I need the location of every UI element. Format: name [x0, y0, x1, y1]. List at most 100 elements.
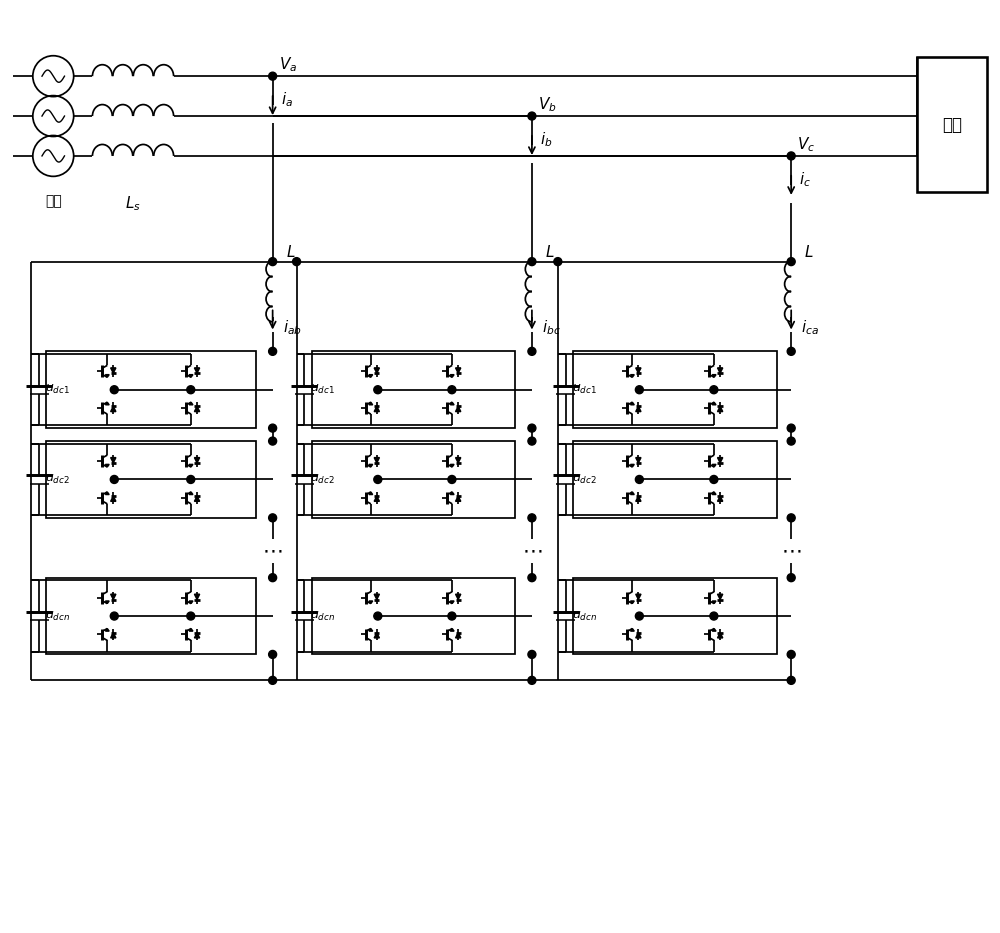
Text: $V_b$: $V_b$: [538, 95, 557, 114]
Bar: [573, 578, 777, 654]
Circle shape: [269, 347, 277, 355]
Polygon shape: [717, 457, 723, 463]
Text: $L_s$: $L_s$: [125, 194, 141, 213]
Polygon shape: [636, 496, 641, 501]
Circle shape: [528, 258, 536, 266]
Circle shape: [528, 425, 536, 432]
Text: $u_{dcn}$: $u_{dcn}$: [310, 609, 336, 622]
Text: $u_{dc1}$: $u_{dc1}$: [572, 383, 597, 397]
Circle shape: [528, 676, 536, 684]
Text: $i_{ca}$: $i_{ca}$: [801, 318, 819, 337]
Polygon shape: [189, 465, 193, 467]
Polygon shape: [712, 492, 716, 494]
Polygon shape: [374, 457, 379, 463]
Polygon shape: [369, 375, 373, 377]
Circle shape: [448, 385, 456, 394]
Circle shape: [554, 258, 562, 266]
Text: $i_b$: $i_b$: [540, 130, 552, 148]
Circle shape: [187, 612, 195, 620]
Text: $V_a$: $V_a$: [279, 55, 297, 74]
Polygon shape: [369, 629, 373, 631]
Polygon shape: [189, 375, 193, 377]
Bar: [573, 441, 777, 518]
Polygon shape: [369, 601, 373, 604]
Circle shape: [710, 385, 718, 394]
Circle shape: [635, 476, 643, 483]
Circle shape: [528, 574, 536, 581]
Text: $u_{dc1}$: $u_{dc1}$: [45, 383, 70, 397]
Text: $L$: $L$: [804, 244, 814, 259]
Circle shape: [787, 437, 795, 445]
Circle shape: [528, 514, 536, 522]
Polygon shape: [189, 601, 193, 604]
Circle shape: [269, 425, 277, 432]
Polygon shape: [717, 633, 723, 638]
Polygon shape: [631, 629, 634, 631]
Circle shape: [787, 514, 795, 522]
Circle shape: [374, 476, 382, 483]
Circle shape: [110, 476, 118, 483]
Polygon shape: [631, 375, 634, 377]
Polygon shape: [111, 594, 116, 600]
Polygon shape: [450, 601, 454, 604]
Polygon shape: [631, 465, 634, 467]
Circle shape: [635, 385, 643, 394]
Circle shape: [787, 676, 795, 684]
Bar: [312, 352, 515, 428]
Polygon shape: [636, 368, 641, 373]
Text: $\cdots$: $\cdots$: [262, 541, 283, 561]
Polygon shape: [456, 457, 461, 463]
Circle shape: [269, 574, 277, 581]
Polygon shape: [456, 633, 461, 638]
Polygon shape: [456, 496, 461, 501]
Text: $L$: $L$: [286, 244, 295, 259]
Bar: [312, 441, 515, 518]
Polygon shape: [369, 492, 373, 494]
Text: $u_{dc2}$: $u_{dc2}$: [45, 473, 70, 486]
Polygon shape: [111, 633, 116, 638]
Circle shape: [528, 437, 536, 445]
Polygon shape: [636, 406, 641, 411]
Polygon shape: [111, 457, 116, 463]
Polygon shape: [105, 601, 109, 604]
Polygon shape: [631, 402, 634, 405]
Text: $u_{dc1}$: $u_{dc1}$: [310, 383, 335, 397]
Text: $u_{dcn}$: $u_{dcn}$: [572, 609, 597, 622]
Polygon shape: [456, 594, 461, 600]
Circle shape: [635, 612, 643, 620]
Text: $L$: $L$: [545, 244, 554, 259]
Polygon shape: [712, 629, 716, 631]
Circle shape: [110, 612, 118, 620]
Circle shape: [787, 152, 795, 160]
Circle shape: [787, 574, 795, 581]
Text: $i_c$: $i_c$: [799, 170, 811, 188]
Polygon shape: [717, 496, 723, 501]
Polygon shape: [456, 368, 461, 373]
Polygon shape: [717, 594, 723, 600]
Circle shape: [710, 612, 718, 620]
Circle shape: [374, 385, 382, 394]
Polygon shape: [717, 368, 723, 373]
Polygon shape: [194, 633, 200, 638]
Polygon shape: [636, 457, 641, 463]
Polygon shape: [369, 402, 373, 405]
Polygon shape: [194, 368, 200, 373]
Polygon shape: [374, 594, 379, 600]
Polygon shape: [374, 633, 379, 638]
Circle shape: [448, 476, 456, 483]
Text: $\cdots$: $\cdots$: [781, 541, 801, 561]
Polygon shape: [631, 492, 634, 494]
Polygon shape: [189, 629, 193, 631]
Polygon shape: [111, 496, 116, 501]
Polygon shape: [369, 465, 373, 467]
Text: 电网: 电网: [45, 194, 62, 208]
Polygon shape: [712, 465, 716, 467]
Polygon shape: [631, 601, 634, 604]
Circle shape: [448, 612, 456, 620]
Polygon shape: [105, 465, 109, 467]
Circle shape: [374, 612, 382, 620]
Polygon shape: [636, 633, 641, 638]
Polygon shape: [450, 402, 454, 405]
Circle shape: [269, 650, 277, 659]
Polygon shape: [189, 492, 193, 494]
